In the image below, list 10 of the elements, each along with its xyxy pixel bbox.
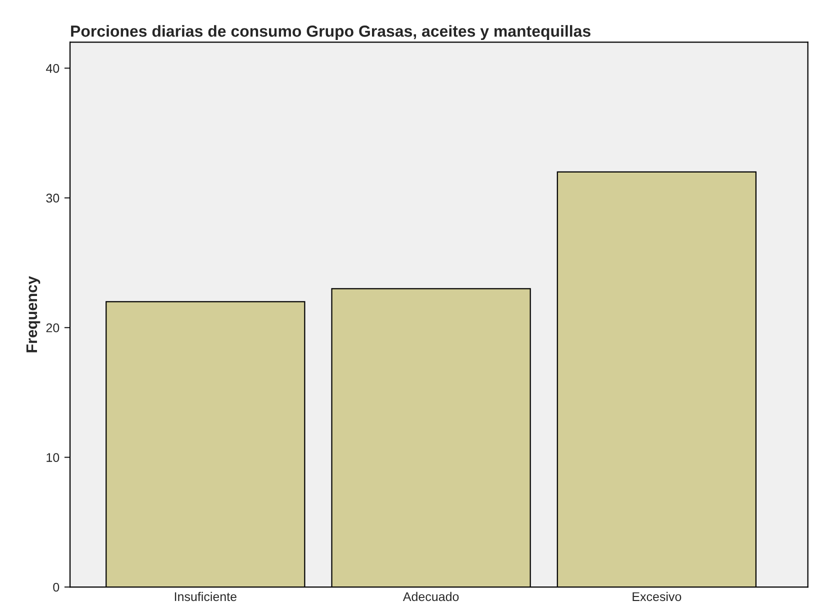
y-axis-title: Frequency	[26, 276, 40, 352]
x-tick-label: Insuficiente	[174, 592, 236, 602]
x-tick-label: Excesivo	[632, 592, 682, 602]
y-tick-label: 0	[53, 582, 60, 592]
y-tick-label: 30	[46, 194, 60, 203]
y-tick-label: 20	[46, 323, 60, 332]
x-tick-label: Adecuado	[402, 592, 459, 602]
y-tick-label: 10	[46, 453, 60, 462]
y-tick-label: 40	[46, 64, 60, 73]
chart-title: Porciones diarias de consumo Grupo Grasas, aceites y mantequillas	[71, 25, 590, 40]
